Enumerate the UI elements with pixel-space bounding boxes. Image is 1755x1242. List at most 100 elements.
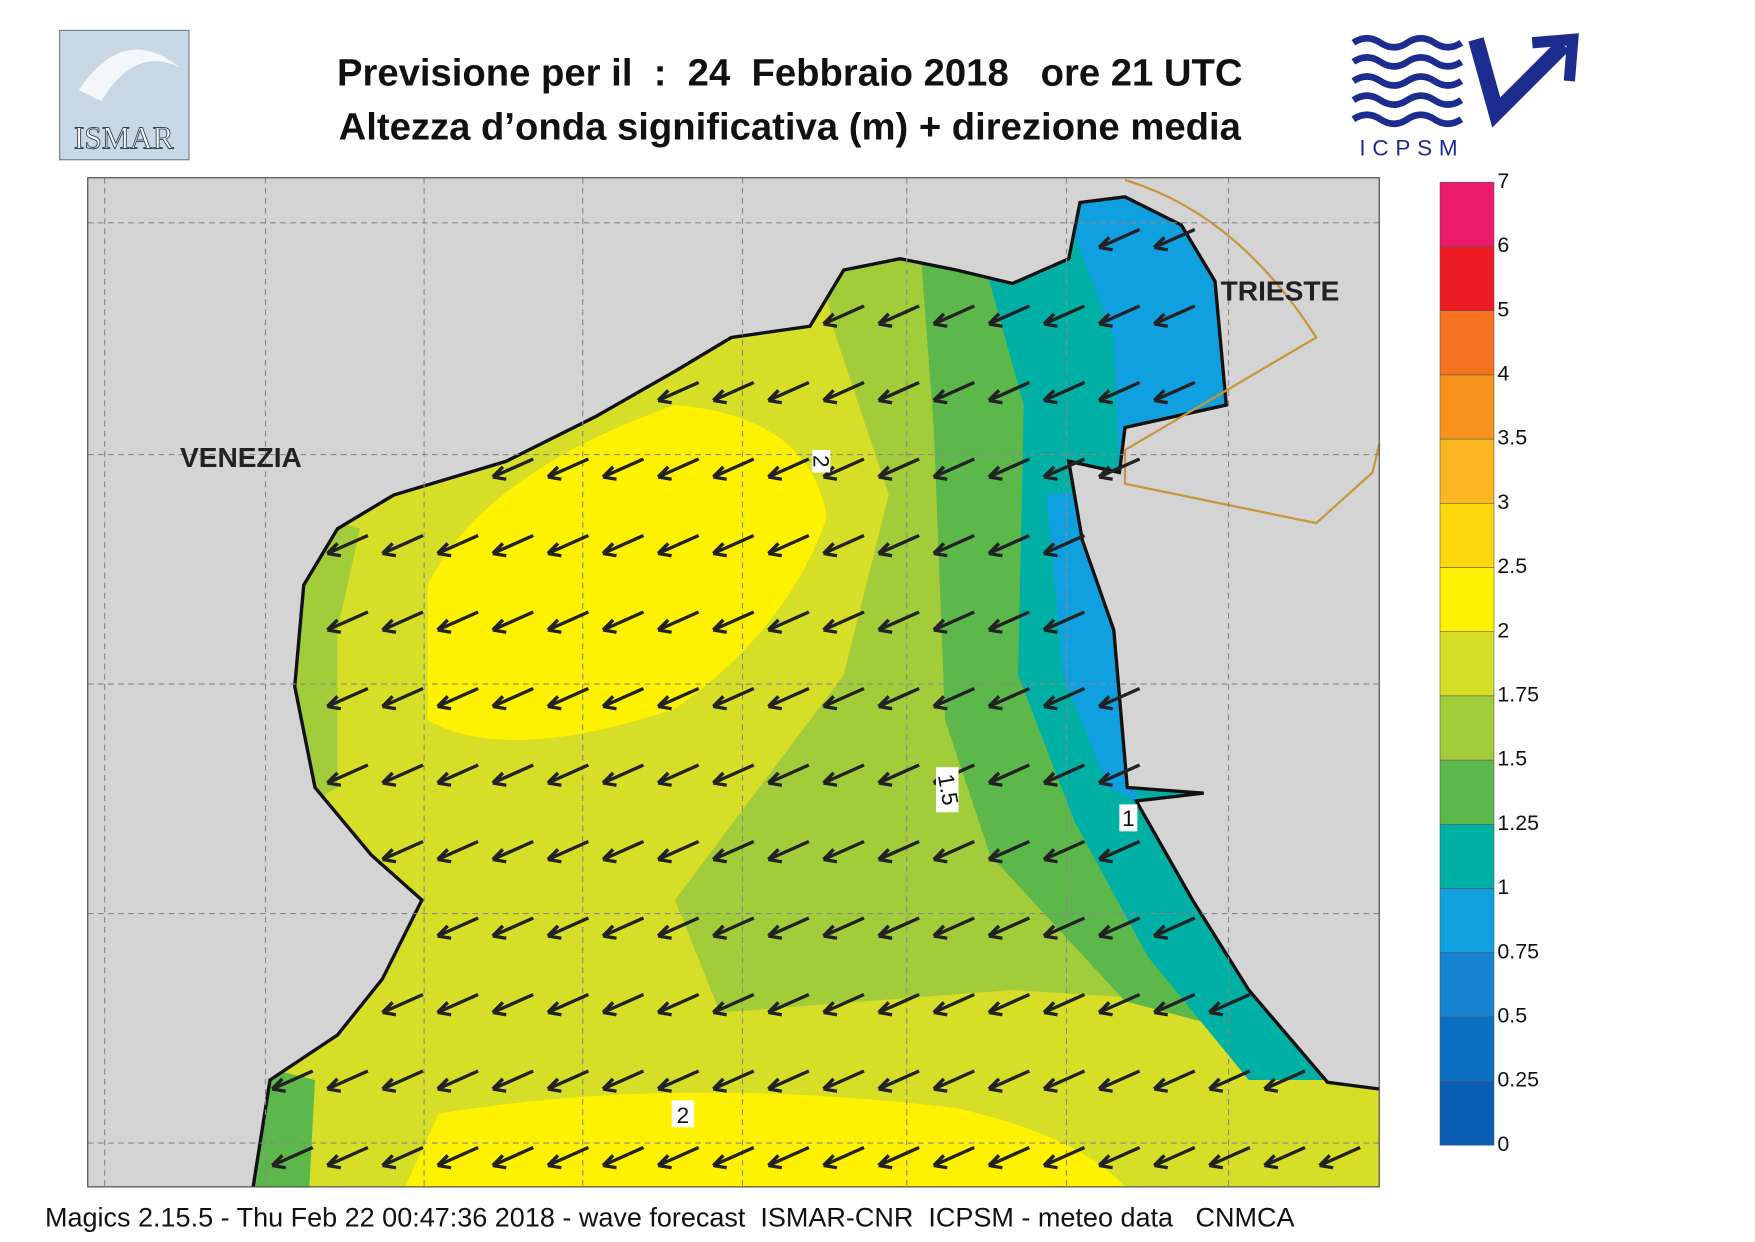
legend-swatch — [1439, 631, 1495, 697]
wave-arrow — [491, 686, 534, 711]
ismar-logo: ISMAR — [59, 29, 190, 161]
wave-arrow — [546, 839, 590, 864]
wave-arrow — [1042, 1069, 1086, 1093]
wave-arrow — [767, 992, 810, 1017]
legend-label: 1.5 — [1497, 747, 1527, 771]
wave-arrow — [656, 916, 700, 940]
wave-arrow — [877, 1069, 920, 1093]
legend-swatch — [1439, 502, 1495, 568]
wave-arrow — [987, 533, 1031, 558]
wave-arrow — [877, 1145, 920, 1170]
wave-arrow — [1097, 227, 1141, 252]
wave-arrow — [1318, 1145, 1361, 1170]
legend-label: 0.5 — [1497, 1003, 1527, 1027]
wave-arrow — [381, 839, 424, 864]
wave-arrow — [877, 380, 920, 405]
legend-swatch — [1439, 246, 1495, 311]
subtitle: Altezza d’onda significativa (m) + direz… — [339, 106, 1242, 149]
wave-arrow — [546, 992, 590, 1017]
wave-arrow — [326, 1069, 369, 1093]
wave-arrow — [436, 686, 479, 711]
wave-arrow — [1263, 1145, 1306, 1170]
wave-arrow — [712, 1069, 755, 1093]
wave-arrow — [822, 533, 865, 558]
wave-arrow — [656, 457, 700, 481]
wave-arrow — [932, 610, 975, 634]
wave-arrow — [987, 380, 1031, 405]
wave-arrow — [987, 763, 1031, 787]
legend-label: 1 — [1497, 875, 1509, 899]
wave-arrow — [932, 916, 975, 940]
legend-label: 2 — [1497, 618, 1509, 642]
wave-arrow — [767, 1069, 810, 1093]
wave-arrow — [491, 916, 534, 940]
wave-arrow — [1208, 1145, 1251, 1170]
wave-arrow — [767, 763, 810, 787]
wave-arrow — [491, 1069, 534, 1093]
legend-label: 3.5 — [1497, 426, 1527, 450]
wave-arrow — [326, 533, 369, 558]
legend-swatch — [1439, 888, 1495, 953]
contour-labels: 2 1.5 1 2 — [671, 450, 1138, 1128]
wave-arrow — [822, 1069, 865, 1093]
wave-arrow — [712, 457, 755, 481]
wave-arrow — [1097, 1145, 1141, 1170]
legend-label: 5 — [1497, 297, 1509, 321]
wave-arrow — [381, 686, 424, 711]
wave-arrow — [381, 610, 424, 634]
border — [1123, 178, 1381, 525]
wave-arrow — [932, 533, 975, 558]
wave-arrow — [546, 916, 590, 940]
wave-arrow — [601, 686, 645, 711]
wave-arrow — [436, 610, 479, 634]
wave-arrow — [712, 916, 755, 940]
wave-arrow — [767, 533, 810, 558]
legend-label: 0 — [1497, 1132, 1509, 1156]
legend-swatch — [1439, 759, 1495, 825]
wave-arrow — [712, 839, 755, 864]
wave-arrow — [1153, 992, 1196, 1017]
logo-text: ICPSM — [1359, 135, 1464, 160]
wave-arrow — [712, 992, 755, 1017]
wave-arrow — [656, 686, 700, 711]
wave-arrow — [1042, 763, 1086, 787]
wave-arrow — [1208, 1069, 1251, 1093]
wave-arrow — [1097, 992, 1141, 1017]
legend-swatch — [1439, 438, 1495, 504]
contour-label: 1.5 — [933, 772, 963, 807]
legend-swatch — [1439, 695, 1495, 761]
wave-arrow — [601, 533, 645, 558]
legend-swatch — [1439, 1016, 1495, 1082]
wave-arrow — [656, 380, 700, 405]
wave-arrow — [491, 839, 534, 864]
wave-arrow — [491, 457, 534, 481]
wave-arrow — [1042, 916, 1086, 940]
wave-arrow — [546, 457, 590, 481]
wave-arrow — [546, 1145, 590, 1170]
legend-swatch — [1439, 952, 1495, 1018]
legend-label: 2.5 — [1497, 554, 1527, 578]
wave-arrow — [326, 686, 369, 711]
wave-arrow — [877, 763, 920, 787]
wave-arrow — [1097, 457, 1141, 481]
legend-label: 3 — [1497, 490, 1509, 514]
wave-arrow — [1097, 1069, 1141, 1093]
wave-arrow — [932, 1069, 975, 1093]
wave-arrow — [767, 916, 810, 940]
wave-arrow — [381, 763, 424, 787]
wave-arrow — [436, 992, 479, 1017]
wave-arrow — [436, 916, 479, 940]
wave-arrow — [877, 992, 920, 1017]
wave-arrow — [987, 610, 1031, 634]
place-label: TRIESTE — [1221, 275, 1340, 306]
wave-arrow — [822, 380, 865, 405]
title: Previsione per il : 24 Febbraio 2018 ore… — [337, 52, 1243, 95]
wave-arrow — [656, 763, 700, 787]
wave-arrow — [271, 1069, 314, 1093]
wave-arrow — [767, 610, 810, 634]
wave-arrow — [381, 1069, 424, 1093]
wave-arrow — [877, 686, 920, 711]
footer: Magics 2.15.5 - Thu Feb 22 00:47:36 2018… — [45, 1202, 1295, 1232]
wave-arrow — [271, 1145, 314, 1170]
wave-arrow — [987, 304, 1031, 328]
